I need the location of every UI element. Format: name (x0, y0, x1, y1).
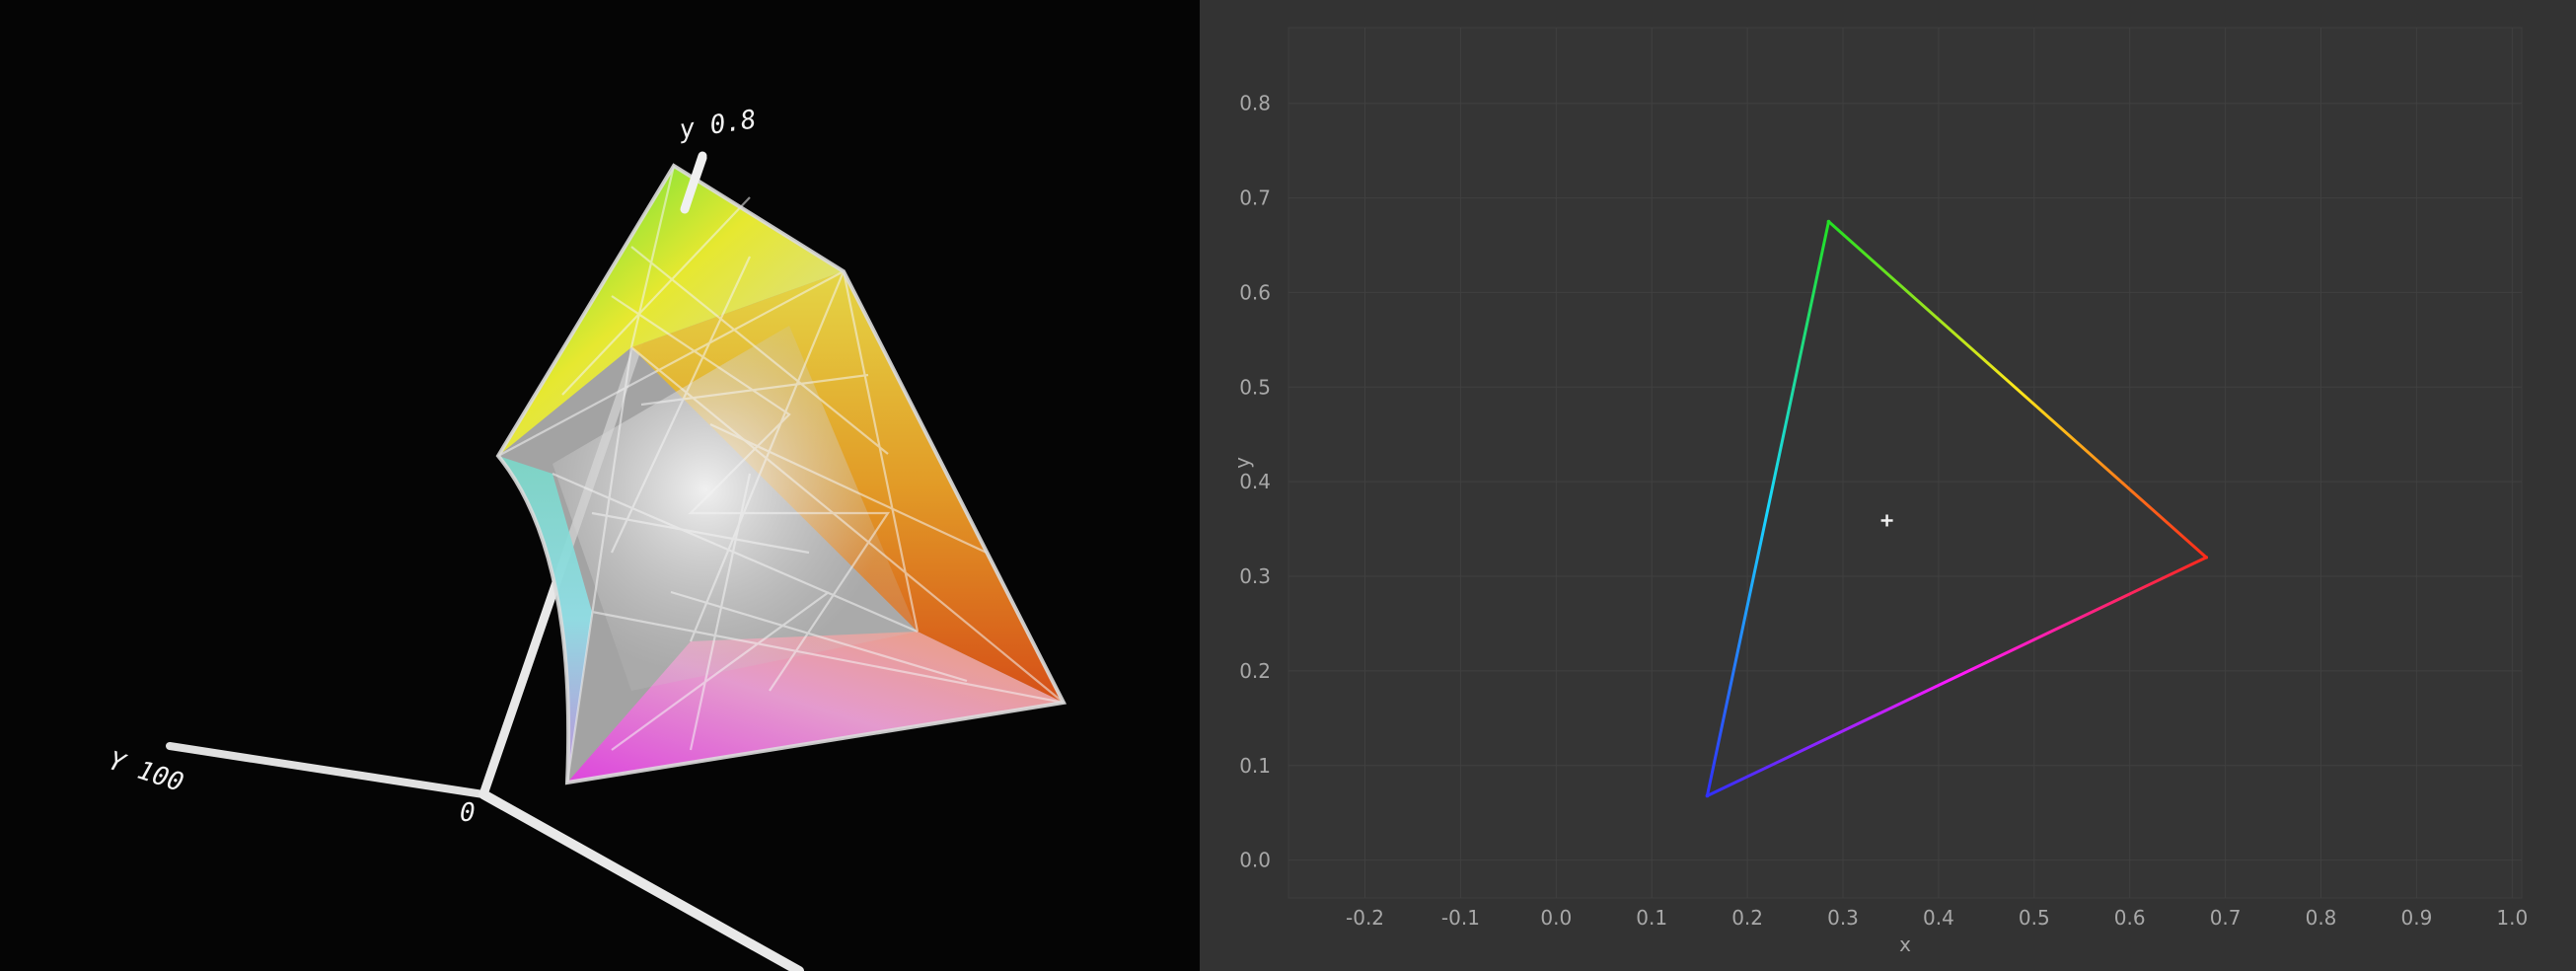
x-tick-label: 0.5 (2019, 906, 2050, 930)
gamut-vertex (1705, 793, 1710, 798)
y-tick-label: 0.4 (1239, 470, 1271, 493)
gamut-3d-canvas[interactable]: y 0.8 Y 100 0 (0, 0, 1200, 971)
x-tick-label: 1.0 (2496, 906, 2528, 930)
x-tick-label: 0.9 (2401, 906, 2433, 930)
plot-area (1288, 27, 2523, 899)
gamut-vertex (2204, 556, 2209, 560)
y-axis-label-3d: y 0.8 (677, 105, 759, 145)
y-tick-label: 0.8 (1239, 92, 1271, 115)
y-tick-labels: 0.0 0.1 0.2 0.3 0.4 0.5 0.6 0.7 0.8 (1239, 92, 1271, 872)
y-tick-label: 0.3 (1239, 564, 1271, 588)
x-tick-label: -0.2 (1346, 906, 1384, 930)
gamut-solid (495, 163, 1067, 785)
gamut-edge (1705, 556, 2208, 797)
origin-label-3d: 0 (460, 798, 476, 828)
x-tick-label: 0.0 (1540, 906, 1572, 930)
x-tick-label: 0.1 (1636, 906, 1667, 930)
x-tick-label: 0.7 (2210, 906, 2242, 930)
y-axis-tip (680, 151, 707, 214)
y-axis-label: y (1230, 457, 1254, 469)
y-tick-label: 0.0 (1239, 849, 1271, 872)
x-tick-label: 0.4 (1923, 906, 1954, 930)
white-point-marker (1880, 514, 1893, 527)
y-tick-label: 0.2 (1239, 659, 1271, 683)
gamut-3d-view[interactable]: y 0.8 Y 100 0 (0, 0, 1200, 971)
x-tick-label: 0.8 (2306, 906, 2337, 930)
y-tick-label: 0.7 (1239, 187, 1271, 210)
gamut-vertex (1826, 219, 1831, 224)
chromaticity-plot: -0.2 -0.1 0.0 0.1 0.2 0.3 0.4 0.5 0.6 0.7 0.8 0.9 1.… (1200, 0, 2576, 971)
gamut-edge (1705, 220, 1830, 797)
x-tick-label: 0.3 (1827, 906, 1859, 930)
x-tick-label: 0.6 (2114, 906, 2146, 930)
y-tick-label: 0.5 (1239, 375, 1271, 399)
chromaticity-chart: -0.2 -0.1 0.0 0.1 0.2 0.3 0.4 0.5 0.6 0.7 0.8 0.9 1.… (1230, 27, 2528, 956)
gamut-edge (1826, 220, 2208, 560)
x-tick-labels: -0.2 -0.1 0.0 0.1 0.2 0.3 0.4 0.5 0.6 0.7 0.8 0.9 1.… (1346, 906, 2528, 930)
x-axis-label: x (1899, 933, 1911, 956)
y-tick-label: 0.6 (1239, 280, 1271, 304)
y-tick-label: 0.1 (1239, 754, 1271, 778)
x-tick-label: 0.2 (1731, 906, 1763, 930)
grid-lines (1288, 28, 2522, 898)
Y-axis-label-3d: Y 100 (105, 746, 187, 798)
x-tick-label: -0.1 (1441, 906, 1480, 930)
gamut-triangle (1705, 219, 2209, 798)
